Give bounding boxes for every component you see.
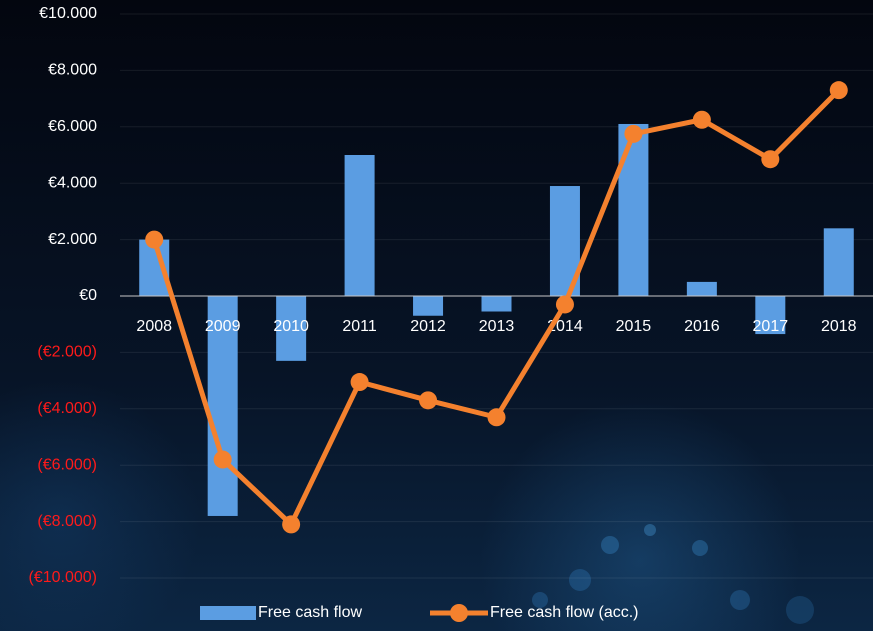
y-tick-label: €4.000 [48,174,97,191]
bokeh [532,524,814,624]
bar [276,296,307,361]
line-marker [213,450,232,469]
y-tick-label: (€8.000) [37,513,97,530]
bar [344,155,375,296]
x-tick-label: 2016 [684,318,720,335]
bar [207,296,238,516]
bar [618,123,649,296]
x-tick-label: 2011 [342,318,377,335]
x-tick-label: 2009 [205,318,241,335]
x-tick-label: 2010 [273,318,309,335]
y-tick-label: (€10.000) [29,569,98,586]
y-tick-label: €10.000 [39,5,97,22]
line-marker [487,408,506,427]
y-tick-label: (€2.000) [37,344,97,361]
y-tick-label: €2.000 [48,231,97,248]
bar [823,228,854,296]
bar [686,281,717,296]
y-tick-label: €6.000 [48,118,97,135]
x-tick-label: 2013 [479,318,515,335]
line-marker [282,515,301,534]
bar [413,296,444,316]
line-marker [145,230,164,249]
legend-swatch [200,606,256,620]
bar [481,296,512,312]
bar [755,296,786,335]
legend-label: Free cash flow (acc.) [490,604,638,621]
line-marker [419,391,438,410]
line-marker [555,295,574,314]
x-tick-label: 2017 [753,318,789,335]
x-tick-label: 2015 [616,318,652,335]
y-tick-label: (€6.000) [37,456,97,473]
x-tick-label: 2008 [136,318,172,335]
legend-label: Free cash flow [258,604,362,621]
y-tick-label: €0 [79,287,97,304]
line-marker [761,150,780,169]
line-marker [350,373,369,392]
y-tick-label: (€4.000) [37,400,97,417]
x-tick-label: 2018 [821,318,857,335]
x-tick-label: 2012 [410,318,446,335]
line-marker [624,124,643,143]
legend-swatch-marker [450,604,468,622]
line-marker [829,81,848,100]
line-marker [692,110,711,129]
y-tick-label: €8.000 [48,62,97,79]
